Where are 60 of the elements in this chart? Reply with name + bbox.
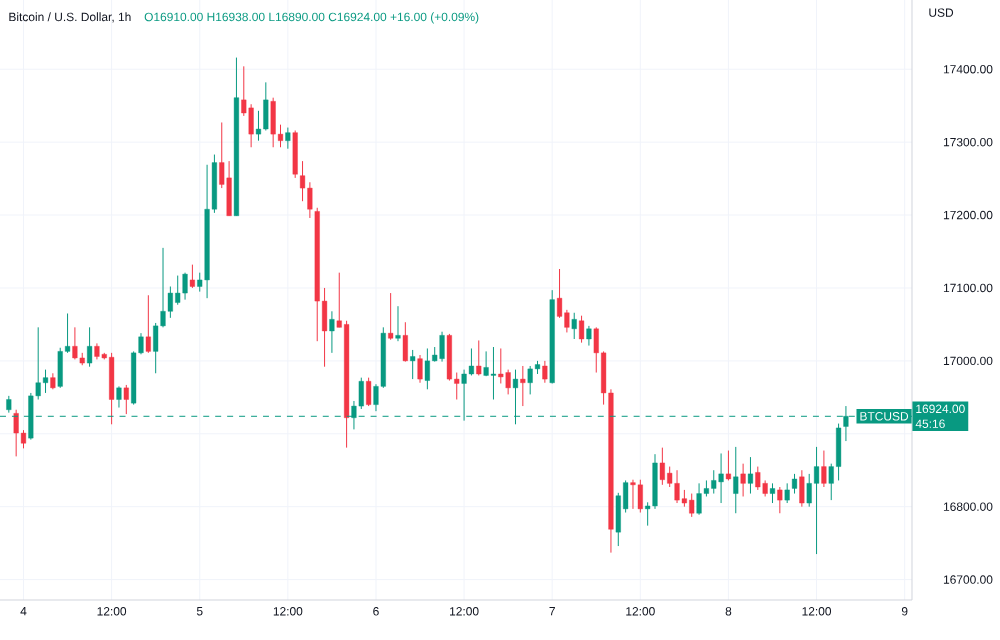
candlestick — [57, 347, 63, 389]
candlestick — [446, 333, 452, 382]
candlestick — [814, 446, 820, 555]
candlestick — [769, 482, 776, 504]
candlestick — [755, 466, 761, 491]
candlestick — [189, 264, 195, 289]
candlestick — [388, 292, 394, 341]
candlestick — [696, 482, 702, 516]
candlestick — [182, 272, 188, 301]
candlestick — [527, 365, 533, 395]
candlestick — [72, 326, 78, 360]
candlestick — [784, 482, 790, 504]
candlestick — [652, 453, 658, 510]
candlestick — [806, 473, 812, 508]
candlestick — [476, 339, 482, 376]
candlestick — [630, 479, 636, 510]
candlestick — [13, 409, 19, 457]
candlestick — [718, 452, 724, 504]
candlestick — [791, 473, 798, 495]
candlestick — [747, 456, 754, 495]
candlestick — [740, 463, 746, 497]
candlestick — [123, 384, 129, 415]
candlestick — [586, 325, 592, 347]
candlestick — [395, 305, 401, 342]
candlestick — [777, 486, 783, 514]
candlestick — [226, 160, 232, 217]
candlestick — [542, 360, 548, 384]
candlestick — [520, 365, 526, 407]
candlestick — [402, 321, 408, 363]
candlestick — [659, 447, 665, 486]
candlestick — [248, 103, 254, 148]
candlestick — [42, 369, 49, 394]
candlestick — [579, 315, 585, 344]
candlestick — [689, 493, 695, 518]
candlestick — [571, 312, 577, 340]
candlestick — [270, 97, 276, 148]
candlestick — [263, 81, 269, 131]
candlestick — [637, 479, 643, 514]
candlestick — [505, 369, 511, 395]
candlestick — [821, 450, 827, 488]
candlestick — [116, 385, 122, 409]
candlestick — [483, 350, 489, 377]
candlestick — [417, 354, 423, 384]
candlestick — [490, 346, 496, 401]
candlestick — [145, 294, 151, 354]
candlestick — [725, 450, 731, 481]
candlestick — [285, 127, 291, 150]
candlestick — [439, 331, 445, 363]
candlestick — [733, 446, 739, 514]
candlestick — [498, 347, 504, 384]
candlestick — [799, 469, 805, 508]
candlestick — [366, 377, 372, 407]
candlestick — [87, 326, 93, 368]
candlestick — [674, 469, 680, 504]
candlestick — [175, 275, 181, 306]
candlestick — [329, 310, 335, 354]
candlestick — [424, 347, 430, 390]
candlestick — [109, 352, 115, 425]
candlestick — [410, 349, 416, 380]
candlestick — [292, 129, 298, 179]
